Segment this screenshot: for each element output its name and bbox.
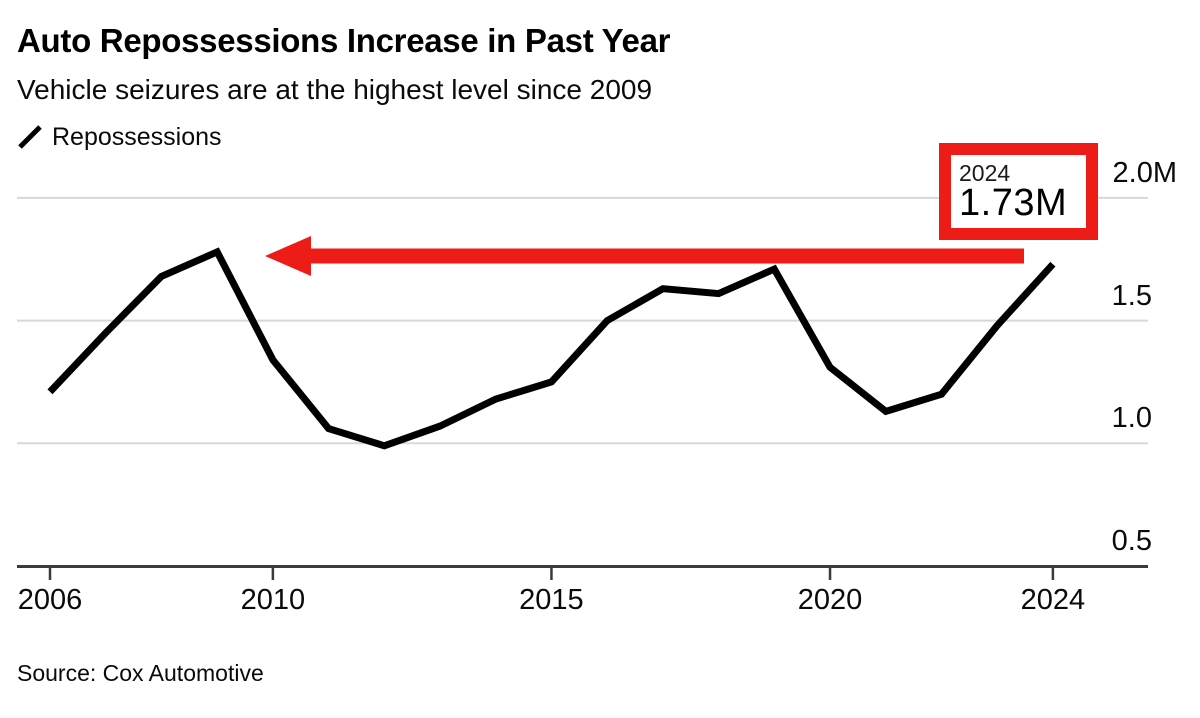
y-axis-label: 1.5 — [1111, 279, 1152, 312]
callout-value: 1.73M — [959, 182, 1068, 224]
page-title: Auto Repossessions Increase in Past Year — [17, 22, 671, 59]
line-series-legend-icon — [18, 125, 42, 149]
x-axis-label: 2024 — [1020, 584, 1086, 616]
series-line-repossessions — [47, 247, 1056, 450]
y-axis-label: 2.0M — [1112, 156, 1177, 189]
annotation-callout-box: 2024 1.73M — [939, 143, 1098, 240]
chart-subtitle: Vehicle seizures are at the highest leve… — [17, 74, 653, 105]
x-axis-label: 2010 — [240, 584, 306, 616]
legend: Repossessions — [17, 122, 222, 152]
annotation-arrow-shaft — [309, 248, 1024, 264]
source-credit: Source: Cox Automotive — [17, 660, 264, 686]
annotation-arrow-head — [265, 236, 311, 276]
y-axis-label: 1.0 — [1111, 402, 1152, 435]
x-axis-label: 2020 — [797, 584, 863, 616]
legend-label: Repossessions — [52, 122, 222, 151]
y-axis-label: 0.5 — [1111, 525, 1152, 557]
callout-year: 2024 — [959, 160, 1011, 186]
x-axis-label: 2006 — [17, 584, 83, 616]
x-axis-label: 2015 — [519, 584, 584, 616]
